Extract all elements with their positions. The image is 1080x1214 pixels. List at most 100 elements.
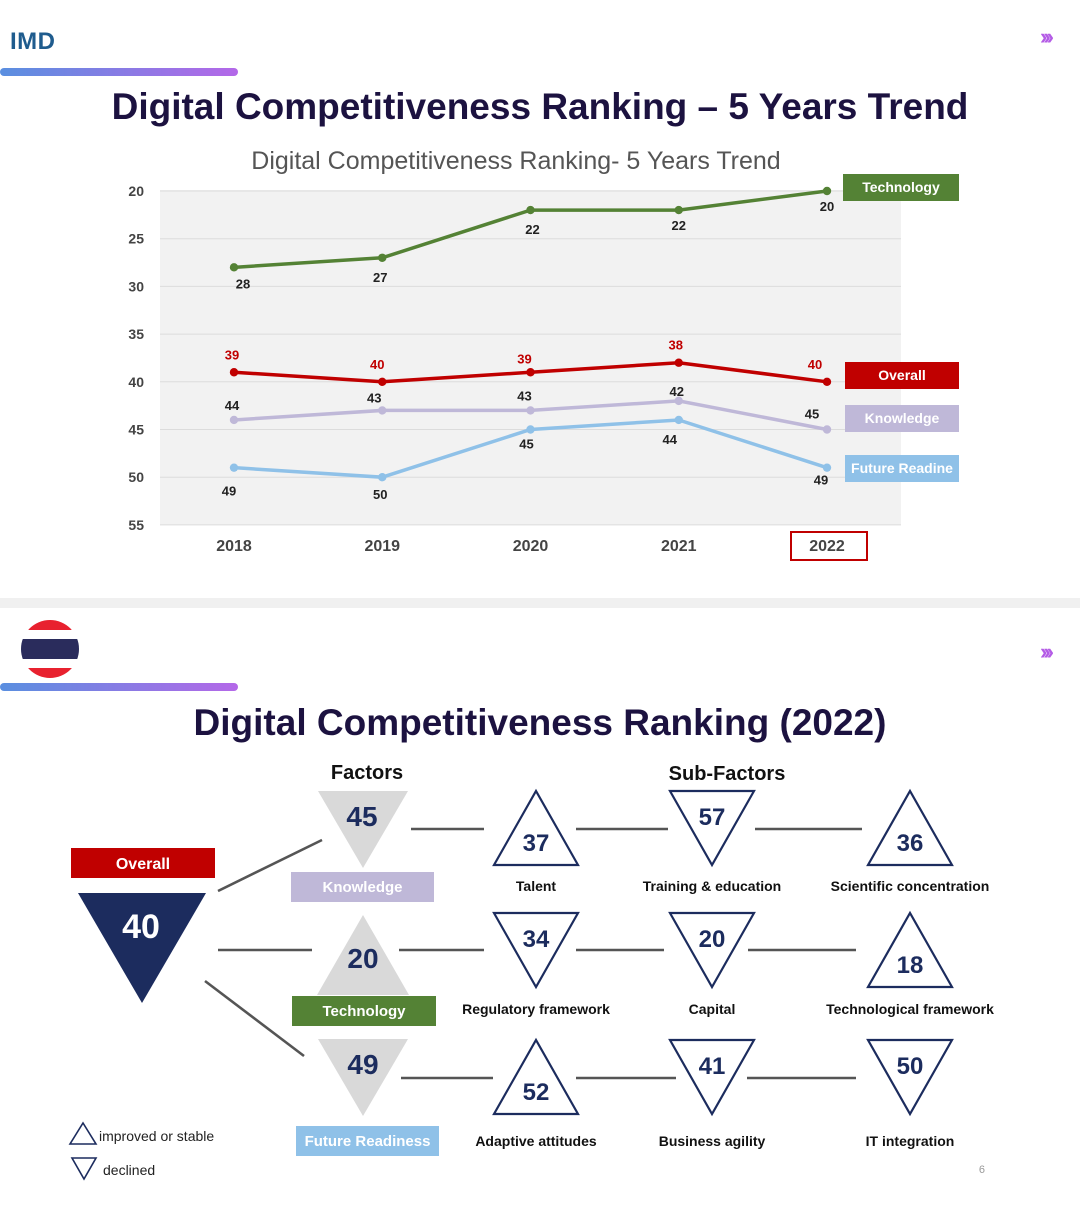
subfactor-talent: 37 Talent: [492, 788, 580, 894]
data-label: 45: [519, 437, 533, 452]
highlight-year-box: [790, 531, 868, 561]
series-future-readine: 49 50 45 44 49: [222, 415, 832, 502]
subfactor-value: 20: [699, 926, 726, 953]
connector-line: [204, 979, 305, 1058]
trend-chart: Digital Competitiveness Ranking- 5 Years…: [128, 147, 959, 561]
data-point: [526, 368, 535, 377]
y-tick-label: 45: [128, 422, 144, 438]
x-tick-label: 2018: [216, 538, 252, 555]
subfactor-adaptive-attitudes: 52 Adaptive attitudes: [475, 1037, 597, 1149]
slide-title: Digital Competitiveness Ranking – 5 Year…: [111, 86, 969, 127]
subfactor-training-education: 57 Training & education: [643, 789, 781, 894]
data-label: 40: [370, 357, 384, 372]
data-point: [526, 406, 535, 415]
data-label: 44: [225, 398, 240, 413]
legend-swatch: [845, 455, 959, 482]
x-tick-label: 2022: [809, 538, 845, 555]
data-label: 39: [517, 351, 531, 366]
y-tick-label: 55: [128, 517, 144, 533]
triangle-down-icon: [492, 911, 580, 990]
data-label: 27: [373, 270, 387, 285]
triangle-up-icon: [492, 1037, 580, 1116]
data-point: [526, 425, 535, 434]
data-point: [378, 406, 387, 415]
data-label: 40: [808, 357, 822, 372]
data-point: [822, 186, 832, 196]
subfactor-label: Technological framework: [826, 1001, 994, 1017]
legend-label: Future Readine: [851, 460, 953, 476]
thailand-flag-icon: [21, 620, 79, 678]
gradient-bar: [0, 68, 238, 76]
triangle-down-icon: [668, 789, 756, 868]
data-label: 20: [820, 199, 834, 214]
legend-label: Overall: [878, 367, 925, 383]
data-point: [822, 463, 832, 472]
data-point: [229, 463, 239, 472]
y-tick-label: 40: [128, 374, 144, 390]
overall-group: Overall 40: [71, 848, 215, 1003]
triangle-up-icon: [866, 788, 954, 867]
subfactor-value: 18: [897, 952, 924, 979]
factor-diagram: Factors Sub-Factors Overall 40 45 Knowledg…: [68, 762, 994, 1181]
data-label: 38: [669, 338, 683, 353]
slide-title: Digital Competitiveness Ranking (2022): [193, 702, 887, 743]
series-overall: 39 40 39 38 40: [225, 338, 832, 386]
subfactor-business-agility: 41 Business agility: [659, 1038, 766, 1149]
data-label: 43: [517, 388, 531, 403]
subfactor-value: 57: [699, 804, 726, 831]
triangle-up-icon: [68, 1121, 98, 1145]
data-point: [674, 358, 683, 367]
legend-swatch: [845, 362, 959, 389]
data-label: 39: [225, 347, 239, 362]
factor-label: Knowledge: [322, 879, 402, 896]
factor-label: Technology: [322, 1003, 406, 1020]
x-tick-label: 2019: [364, 538, 400, 555]
connector-line: [217, 838, 323, 893]
subfactor-scientific-concentration: 36 Scientific concentration: [831, 788, 990, 894]
data-label: 43: [367, 390, 381, 405]
y-tick-label: 20: [128, 183, 144, 199]
triangle-down-icon: [668, 1038, 756, 1117]
slide-ranking-2022: ››› Digital Competitiveness Ranking (202…: [0, 608, 1080, 1214]
data-point: [674, 205, 683, 215]
subfactor-it-integration: 50 IT integration: [866, 1038, 954, 1149]
data-point: [526, 205, 535, 215]
triangle-up-icon: [866, 910, 954, 989]
series-technology: 28 27 22 22 20: [229, 186, 834, 291]
legend-declined: declined: [103, 1162, 155, 1178]
legend-improved: improved or stable: [99, 1128, 214, 1144]
overall-label: Overall: [116, 856, 170, 873]
triangle-down-icon: [318, 1039, 408, 1116]
subfactor-label: Scientific concentration: [831, 878, 990, 894]
subfactor-label: Training & education: [643, 878, 781, 894]
data-point: [822, 425, 832, 434]
y-tick-label: 35: [128, 326, 144, 342]
subfactor-value: 34: [523, 926, 550, 953]
data-point: [674, 415, 683, 425]
series-knowledge: 44 43 43 42 45: [225, 384, 832, 434]
subfactor-label: Talent: [516, 878, 557, 894]
legend-swatch: [843, 174, 959, 201]
triangle-down-icon: [70, 1157, 98, 1181]
data-point: [378, 473, 387, 482]
subfactor-label: Regulatory framework: [462, 1001, 610, 1017]
data-label: 28: [236, 276, 250, 291]
y-tick-label: 25: [128, 231, 144, 247]
x-tick-label: 2020: [513, 538, 549, 555]
legend-overall: Overall: [845, 362, 959, 389]
factor-value: 20: [347, 943, 378, 974]
data-point: [229, 415, 239, 425]
subfactor-value: 50: [897, 1053, 924, 1080]
triangle-down-icon: [668, 911, 756, 990]
factor-technology: 20 Technology: [292, 915, 436, 1026]
legend-label: Knowledge: [865, 410, 940, 426]
subfactor-value: 37: [523, 830, 550, 857]
data-label: 50: [373, 487, 387, 502]
subfactor-label: Adaptive attitudes: [475, 1133, 597, 1149]
data-point: [378, 253, 387, 262]
subfactor-regulatory-framework: 34 Regulatory framework: [462, 911, 610, 1017]
data-label: 49: [222, 484, 236, 499]
factor-label-box: [291, 872, 434, 902]
legend-future-readine: Future Readine: [845, 455, 959, 482]
subfactor-value: 52: [523, 1079, 550, 1106]
